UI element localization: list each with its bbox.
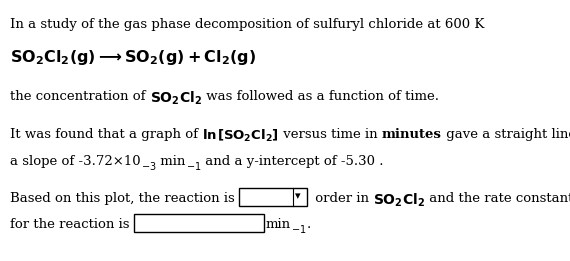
Text: .: .: [306, 218, 311, 231]
Bar: [239, 188, 307, 206]
Text: min: min: [156, 155, 186, 168]
Text: $\mathbf{ln}$: $\mathbf{ln}$: [202, 128, 217, 142]
Text: and a y-intercept of -5.30 .: and a y-intercept of -5.30 .: [201, 155, 384, 168]
Text: a slope of -3.72×10: a slope of -3.72×10: [10, 155, 141, 168]
Text: $\mathbf{[SO_2Cl_2]}$: $\mathbf{[SO_2Cl_2]}$: [217, 128, 279, 144]
Text: $-1$: $-1$: [291, 223, 306, 235]
Text: ▾: ▾: [295, 191, 300, 201]
Text: $\mathbf{SO_2Cl_2(g) \longrightarrow SO_2(g) + Cl_2(g)}$: $\mathbf{SO_2Cl_2(g) \longrightarrow SO_…: [10, 48, 256, 67]
Text: for the reaction is: for the reaction is: [10, 218, 134, 231]
Text: In a study of the gas phase decomposition of sulfuryl chloride at 600 K: In a study of the gas phase decompositio…: [10, 18, 484, 31]
Text: minutes: minutes: [382, 128, 442, 141]
Text: gave a straight line with: gave a straight line with: [442, 128, 570, 141]
Text: order in: order in: [311, 192, 373, 205]
Text: the concentration of: the concentration of: [10, 90, 150, 103]
Text: $\mathbf{SO_2Cl_2}$: $\mathbf{SO_2Cl_2}$: [373, 192, 425, 209]
Text: It was found that a graph of: It was found that a graph of: [10, 128, 202, 141]
Text: $\mathbf{SO_2Cl_2}$: $\mathbf{SO_2Cl_2}$: [150, 90, 202, 107]
Text: min: min: [266, 218, 291, 231]
Text: $-3$: $-3$: [141, 160, 156, 172]
Text: and the rate constant: and the rate constant: [425, 192, 570, 205]
Text: Based on this plot, the reaction is: Based on this plot, the reaction is: [10, 192, 239, 205]
Bar: [134, 214, 264, 232]
Text: $-1$: $-1$: [186, 160, 201, 172]
Text: versus time in: versus time in: [279, 128, 382, 141]
Text: was followed as a function of time.: was followed as a function of time.: [202, 90, 439, 103]
